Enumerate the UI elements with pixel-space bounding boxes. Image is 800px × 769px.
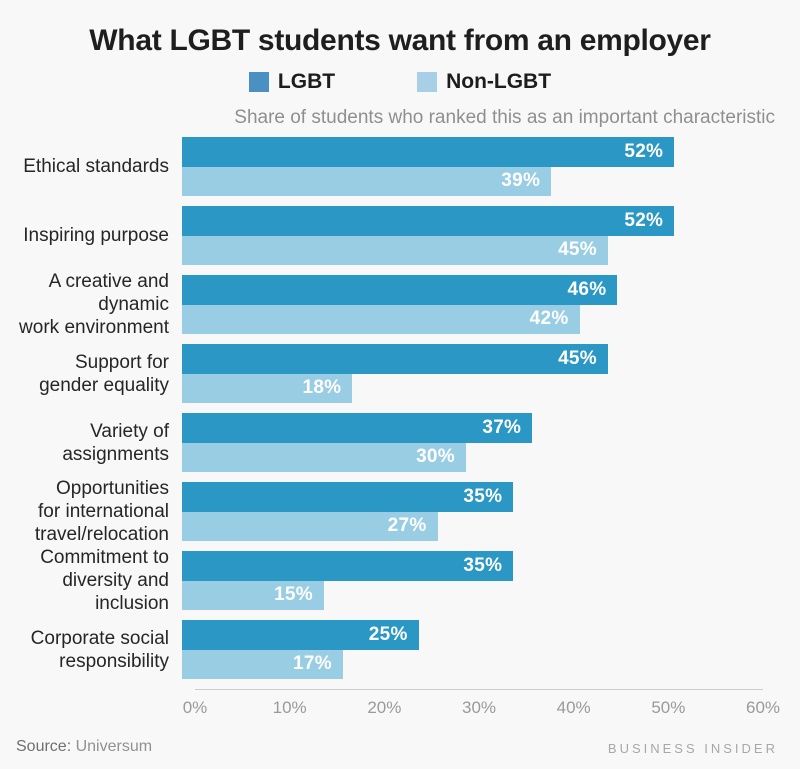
bar-lgbt: 35% — [182, 482, 514, 512]
legend-swatch-lgbt — [248, 72, 269, 92]
bar-value-label: 35% — [463, 554, 503, 576]
legend-label-non-lgbt: Non-LGBT — [446, 70, 552, 93]
bar-pair: 25% 17% — [182, 620, 800, 679]
x-tick: 0% — [182, 698, 208, 717]
bar-value-label: 37% — [482, 416, 522, 438]
chart-legend: LGBT Non-LGBT — [0, 70, 800, 94]
x-tick: 10% — [272, 698, 307, 717]
bar-chart: Ethical standards 52% 39% Inspiring purpose… — [0, 137, 800, 720]
bar-non-lgbt: 17% — [182, 649, 343, 679]
chart-row: Opportunities for international travel/rel… — [0, 478, 800, 545]
x-axis-line — [195, 689, 763, 690]
chart-subtitle: Share of students who ranked this as an … — [234, 107, 775, 128]
source-value: Universum — [75, 738, 153, 755]
x-tick: 60% — [745, 698, 781, 717]
bar-non-lgbt: 18% — [182, 373, 353, 403]
category-label: Commitment to diversity and inclusion — [40, 547, 169, 614]
category-label: Corporate social responsibility — [30, 627, 169, 672]
category-label: Support for gender equality — [39, 351, 169, 396]
chart-row: Variety of assignments 37% 30% — [0, 413, 800, 472]
bar-lgbt: 46% — [182, 275, 618, 305]
bar-value-label: 18% — [302, 377, 342, 399]
legend-swatch-non-lgbt — [417, 72, 438, 92]
category-label: Ethical standards — [23, 156, 169, 177]
bar-non-lgbt: 27% — [182, 511, 438, 541]
bar-non-lgbt: 39% — [182, 166, 552, 196]
legend-item-lgbt: LGBT — [248, 70, 336, 94]
bar-value-label: 35% — [463, 485, 503, 507]
chart-rows: Ethical standards 52% 39% Inspiring purpose… — [0, 137, 800, 679]
x-tick: 50% — [651, 698, 686, 717]
bar-non-lgbt: 30% — [182, 442, 466, 472]
bar-pair: 52% 39% — [182, 137, 800, 196]
category-label: A creative and dynamic work environment — [19, 271, 169, 338]
bar-pair: 37% 30% — [182, 413, 800, 472]
bar-pair: 46% 42% — [182, 275, 800, 334]
bar-non-lgbt: 45% — [182, 235, 608, 265]
business-insider-wordmark: BUSINESS INSIDER — [607, 741, 778, 756]
bar-value-label: 45% — [558, 347, 597, 369]
bar-pair: 45% 18% — [182, 344, 800, 403]
x-axis-ticks: 0% 10% 20% 30% 40% 50% 60% — [183, 698, 780, 720]
bar-value-label: 52% — [624, 140, 664, 162]
x-tick: 40% — [556, 698, 591, 717]
chart-row: Corporate social responsibility 25% 17% — [0, 620, 800, 679]
x-tick: 30% — [461, 698, 497, 717]
bar-non-lgbt: 42% — [182, 304, 580, 334]
x-axis: 0% 10% 20% 30% 40% 50% 60% — [183, 689, 780, 720]
legend-label-lgbt: LGBT — [277, 70, 336, 93]
bar-value-label: 15% — [274, 584, 313, 606]
bar-value-label: 25% — [368, 623, 408, 645]
chart-row: Ethical standards 52% 39% — [0, 137, 800, 196]
chart-row: Inspiring purpose 52% 45% — [0, 206, 800, 265]
bar-value-label: 17% — [292, 653, 332, 675]
bar-pair: 52% 45% — [182, 206, 800, 265]
bar-value-label: 30% — [416, 446, 455, 468]
bar-lgbt: 52% — [182, 206, 675, 236]
bar-value-label: 52% — [624, 209, 664, 231]
legend-item-non-lgbt: Non-LGBT — [417, 70, 551, 94]
bar-pair: 35% 27% — [182, 482, 800, 541]
category-label: Opportunities for international travel/rel… — [34, 478, 169, 545]
x-tick: 20% — [367, 698, 402, 717]
chart-row: A creative and dynamic work environment 46… — [0, 271, 800, 338]
source-label: Source: — [16, 738, 72, 755]
bar-lgbt: 37% — [182, 413, 533, 443]
bar-value-label: 45% — [558, 239, 597, 261]
category-label: Variety of assignments — [62, 420, 169, 465]
bar-lgbt: 45% — [182, 344, 608, 374]
bar-non-lgbt: 15% — [182, 580, 324, 610]
bar-value-label: 27% — [387, 515, 427, 537]
source-note: Source: Universum — [16, 738, 152, 756]
bar-value-label: 39% — [501, 170, 541, 192]
chart-title: What LGBT students want from an employer — [89, 24, 711, 57]
bar-pair: 35% 15% — [182, 551, 800, 610]
bar-value-label: 46% — [567, 278, 607, 300]
bar-lgbt: 52% — [182, 137, 675, 167]
chart-row: Commitment to diversity and inclusion 35% 1… — [0, 547, 800, 614]
category-label: Inspiring purpose — [23, 225, 169, 246]
bar-value-label: 42% — [529, 308, 569, 330]
bar-lgbt: 25% — [182, 620, 419, 650]
chart-row: Support for gender equality 45% 18% — [0, 344, 800, 403]
bar-lgbt: 35% — [182, 551, 514, 581]
